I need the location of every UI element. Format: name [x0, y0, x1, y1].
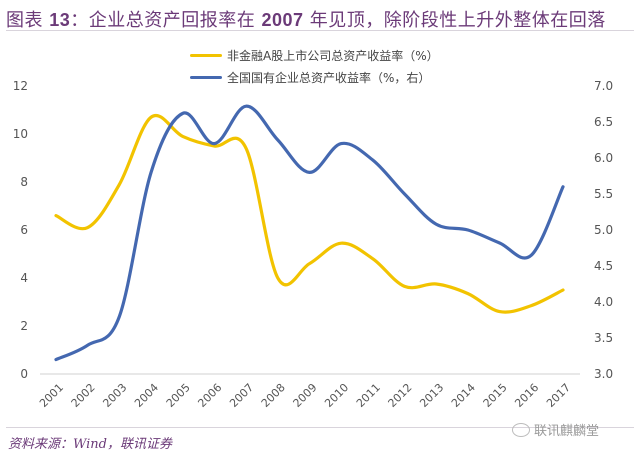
- legend-label: 非金融A股上市公司总资产收益率（%）: [227, 48, 439, 63]
- x-tick-label: 2013: [417, 381, 446, 410]
- x-tick-label: 2001: [37, 381, 66, 410]
- x-tick-label: 2006: [195, 381, 224, 410]
- title-text: ：企业总资产回报率在: [70, 10, 262, 31]
- x-tick-label: 2008: [259, 381, 288, 410]
- left-tick-label: 10: [13, 127, 28, 141]
- x-tick-label: 2005: [164, 381, 193, 410]
- series-line-soe-roa: [54, 104, 565, 362]
- x-tick-label: 2014: [449, 381, 478, 410]
- right-tick-label: 4.5: [594, 259, 613, 273]
- series-line-listed-roa: [54, 113, 565, 314]
- right-tick-label: 5.5: [594, 187, 613, 201]
- left-tick-label: 6: [20, 223, 28, 237]
- watermark-text: 联讯麒麟堂: [534, 424, 600, 439]
- legend-swatch-blue: [190, 75, 222, 79]
- right-tick-label: 6.0: [594, 151, 613, 165]
- left-tick-label: 2: [20, 319, 28, 333]
- source-note: 资料来源：Wind，联讯证券: [8, 437, 172, 452]
- title-divider: [6, 30, 634, 31]
- x-tick-label: 2016: [512, 381, 541, 410]
- legend: 非金融A股上市公司总资产收益率（%） 全国国有企业总资产收益率（%，右）: [190, 44, 439, 88]
- wechat-icon: [512, 422, 530, 437]
- left-tick-label: 12: [13, 79, 28, 93]
- x-tick-label: 2009: [291, 381, 320, 410]
- title-prefix: 图表: [6, 10, 50, 31]
- title-number: 13: [49, 10, 71, 30]
- legend-label: 全国国有企业总资产收益率（%，右）: [227, 70, 431, 85]
- title-year: 2007: [261, 10, 304, 30]
- watermark: 联讯麒麟堂: [512, 420, 599, 439]
- x-tick-label: 2017: [544, 381, 573, 410]
- right-tick-label: 4.0: [594, 295, 613, 309]
- x-tick-label: 2002: [69, 381, 98, 410]
- right-tick-label: 3.5: [594, 331, 613, 345]
- left-tick-label: 4: [20, 271, 28, 285]
- right-tick-label: 3.0: [594, 367, 613, 381]
- x-tick-label: 2015: [481, 381, 510, 410]
- x-tick-label: 2012: [386, 381, 415, 410]
- legend-item-listed: 非金融A股上市公司总资产收益率（%）: [190, 44, 439, 66]
- title-rest: 年见顶，除阶段性上升外整体在回落: [303, 10, 606, 31]
- right-tick-label: 7.0: [594, 79, 613, 93]
- x-tick-label: 2003: [100, 381, 129, 410]
- right-tick-label: 6.5: [594, 115, 613, 129]
- x-tick-label: 2007: [227, 381, 256, 410]
- x-tick-label: 2004: [132, 381, 161, 410]
- legend-item-soe: 全国国有企业总资产收益率（%，右）: [190, 66, 439, 88]
- left-tick-label: 8: [20, 175, 28, 189]
- x-tick-label: 2011: [354, 381, 383, 410]
- legend-swatch-yellow: [190, 53, 222, 57]
- right-tick-label: 5.0: [594, 223, 613, 237]
- footer-divider: [6, 427, 634, 428]
- chart-title: 图表 13：企业总资产回报率在 2007 年见顶，除阶段性上升外整体在回落: [6, 6, 606, 32]
- left-tick-label: 0: [20, 367, 28, 381]
- x-tick-label: 2010: [322, 381, 351, 410]
